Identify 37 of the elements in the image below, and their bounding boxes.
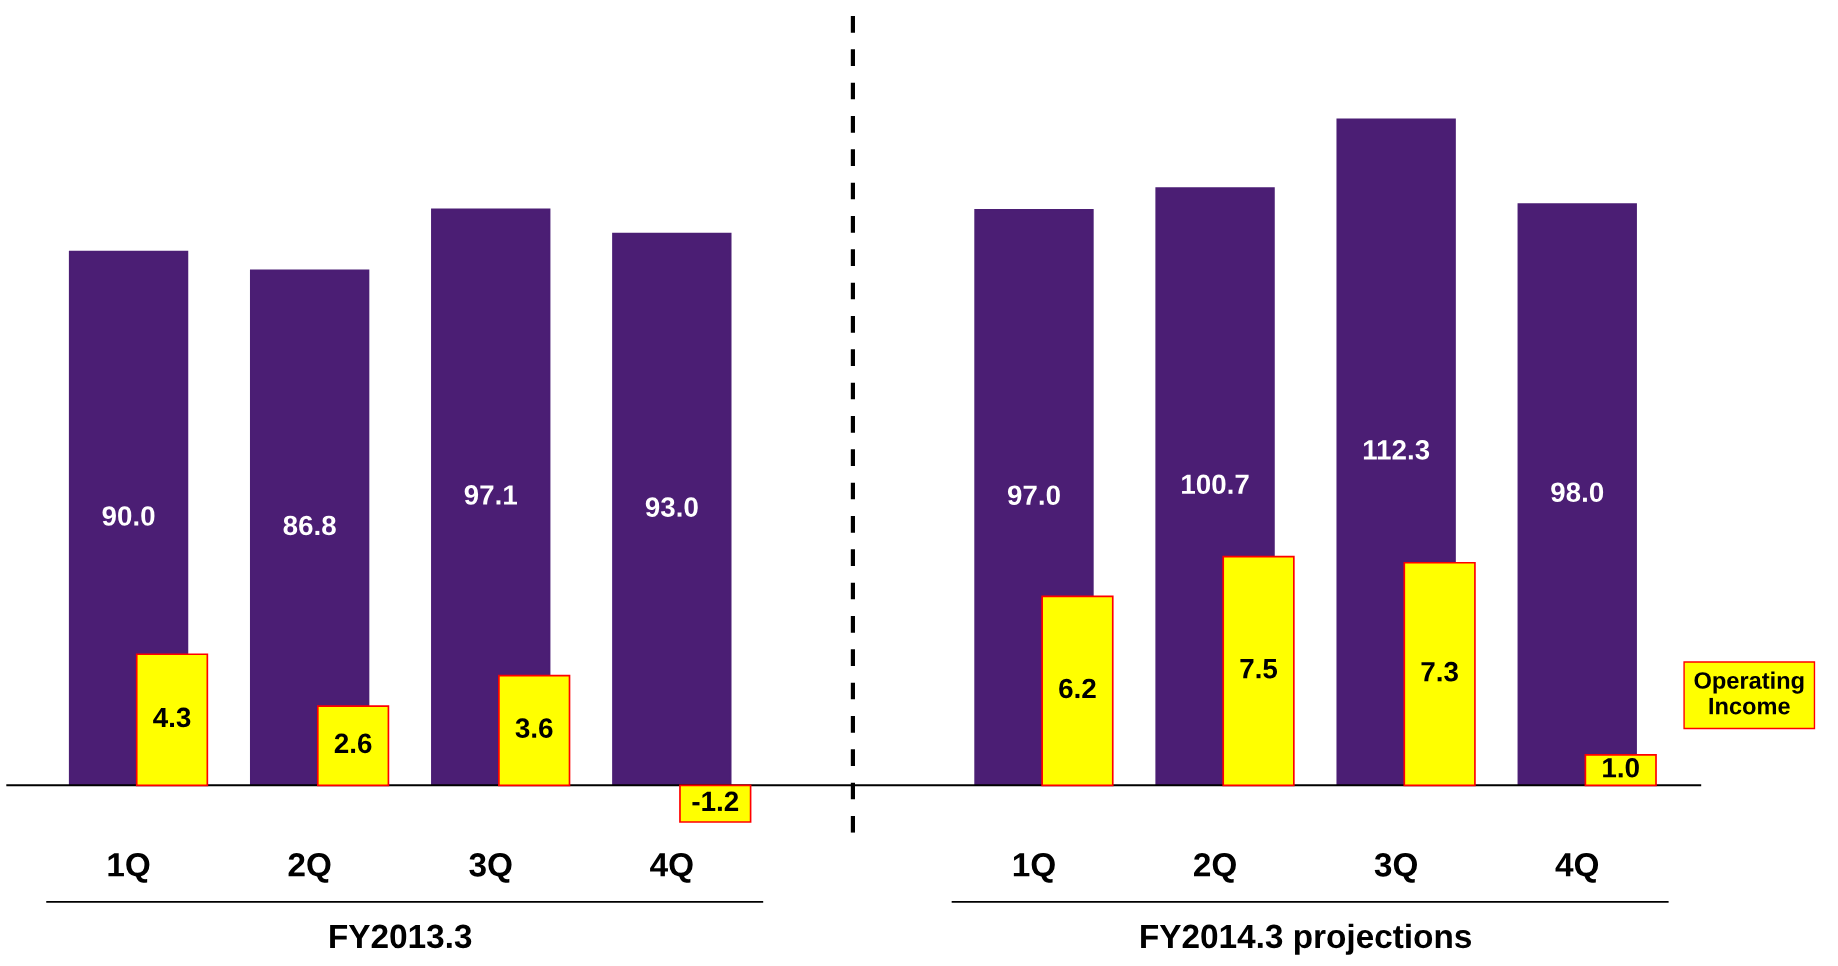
bar bbox=[498, 674, 571, 787]
x-tick-label: 4Q bbox=[650, 853, 693, 883]
bar bbox=[1041, 595, 1114, 787]
text: Operating Income bbox=[1694, 671, 1804, 715]
data-label: -1.2 bbox=[692, 791, 739, 811]
bar bbox=[249, 269, 370, 787]
data-label: 1.0 bbox=[1603, 757, 1639, 778]
data-label: 90.0 bbox=[102, 506, 155, 526]
x-tick-label: 4Q bbox=[1555, 853, 1599, 883]
bar bbox=[316, 705, 390, 787]
data-label: 7.3 bbox=[1421, 661, 1458, 682]
x-tick-label: 2Q bbox=[1194, 853, 1236, 883]
x-tick-label: 3Q bbox=[1374, 853, 1417, 883]
bar bbox=[1222, 555, 1295, 787]
data-label: 6.2 bbox=[1059, 678, 1096, 699]
x-tick-label: 2Q bbox=[288, 853, 331, 883]
text: FY2013.3 bbox=[330, 924, 472, 949]
data-label: 98.0 bbox=[1551, 482, 1604, 503]
bar bbox=[1403, 561, 1476, 787]
text: FY2014.3 projections bbox=[1141, 923, 1471, 955]
data-label: 2.6 bbox=[334, 733, 372, 754]
data-label: 3.6 bbox=[515, 718, 553, 739]
data-label: 97.1 bbox=[464, 485, 517, 505]
x-tick-label: 3Q bbox=[469, 853, 512, 883]
data-label: 93.0 bbox=[645, 497, 698, 517]
data-label: 7.5 bbox=[1240, 659, 1278, 679]
x-tick-label: 1Q bbox=[1013, 853, 1055, 883]
data-label: 100.7 bbox=[1182, 474, 1249, 495]
bar bbox=[1517, 203, 1637, 787]
data-label: 4.3 bbox=[153, 707, 191, 728]
bar bbox=[431, 208, 551, 787]
bar bbox=[612, 232, 732, 787]
data-label: 86.8 bbox=[283, 515, 336, 536]
x-tick-label: 1Q bbox=[108, 853, 150, 883]
bar bbox=[135, 653, 209, 787]
data-label: 97.0 bbox=[1007, 485, 1060, 506]
data-label: 112.3 bbox=[1363, 440, 1430, 460]
